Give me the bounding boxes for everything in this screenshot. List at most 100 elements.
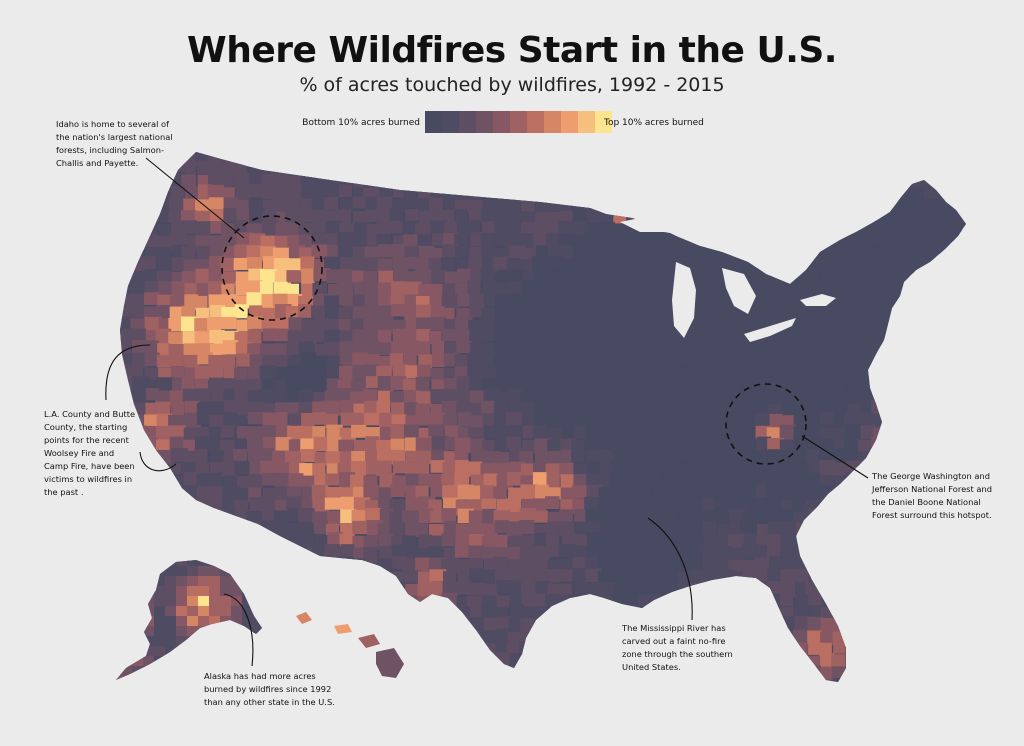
county-cell (351, 412, 366, 426)
alaska-cell (242, 566, 254, 577)
county-cell (689, 329, 707, 345)
county-cell (586, 208, 601, 223)
county-cell (392, 257, 408, 273)
alaska-cell (187, 560, 199, 567)
county-cell (467, 667, 484, 682)
county-cell (587, 414, 604, 427)
county-cell (545, 496, 560, 509)
county-cell (208, 508, 224, 522)
county-cell (910, 533, 927, 549)
county-cell (417, 665, 432, 680)
alaska-cell (116, 646, 122, 657)
county-cell (961, 199, 966, 216)
county-cell (248, 643, 266, 659)
county-cell (300, 352, 316, 365)
county-cell (169, 653, 183, 666)
county-cell (950, 427, 966, 441)
alaska-cell (154, 616, 166, 627)
county-cell (120, 535, 131, 551)
county-cell (418, 534, 433, 550)
county-cell (506, 233, 520, 248)
county-cell (885, 641, 903, 657)
county-cell (586, 316, 604, 332)
county-cell (911, 269, 929, 283)
county-cell (286, 629, 301, 642)
county-cell (858, 174, 875, 188)
county-cell (597, 247, 614, 264)
county-cell (129, 244, 144, 258)
county-cell (664, 569, 682, 586)
legend-high-label: Top 10% acres burned (604, 118, 704, 128)
alaska-cell (253, 560, 262, 567)
county-cell (909, 283, 926, 298)
county-cell (456, 558, 474, 574)
county-cell (430, 667, 448, 681)
county-cell (259, 281, 273, 296)
county-cell (129, 583, 144, 598)
county-cell (598, 331, 614, 344)
county-cell (324, 196, 339, 211)
county-cell (558, 220, 574, 234)
county-cell (741, 544, 758, 560)
county-cell (637, 449, 651, 463)
county-cell (209, 329, 225, 346)
alaska-cell (176, 666, 188, 677)
county-cell (184, 400, 199, 414)
county-cell (535, 340, 549, 356)
county-cell (847, 556, 864, 573)
county-cell (925, 257, 941, 274)
alaska-cell (121, 646, 133, 657)
county-cell (651, 606, 669, 621)
alaska-cell (264, 616, 276, 627)
county-cell (702, 152, 719, 165)
county-cell (520, 557, 536, 574)
county-cell (181, 316, 197, 332)
county-cell (755, 391, 770, 407)
county-cell (352, 340, 366, 354)
county-cell (585, 352, 602, 366)
county-cell (832, 678, 850, 682)
county-cell (534, 270, 551, 285)
county-cell (443, 222, 460, 236)
county-cell (441, 257, 456, 271)
county-cell (208, 235, 225, 249)
california-leader-line-upper (105, 344, 151, 401)
county-cell (560, 499, 575, 513)
county-cell (312, 233, 330, 248)
county-cell (285, 258, 302, 273)
county-cell (935, 678, 950, 682)
county-cell (912, 319, 929, 336)
county-cell (625, 245, 640, 258)
county-cell (858, 390, 873, 407)
county-cell (194, 436, 211, 451)
county-cell (364, 174, 378, 189)
county-cell (794, 379, 808, 392)
county-cell (521, 221, 537, 234)
alaska-cell (121, 586, 133, 597)
county-cell (727, 604, 745, 619)
alaska-cell (209, 616, 221, 627)
county-cell (652, 186, 670, 200)
county-cell (727, 331, 743, 344)
county-cell (482, 413, 497, 428)
county-cell (702, 305, 718, 318)
county-cell (325, 486, 342, 499)
county-cell (405, 677, 421, 682)
county-cell (781, 606, 796, 620)
county-cell (860, 631, 875, 644)
county-cell (418, 152, 434, 161)
county-cell (689, 569, 706, 583)
county-cell (859, 292, 875, 305)
county-cell (559, 245, 577, 260)
county-cell (340, 523, 355, 537)
county-cell (220, 654, 235, 669)
county-cell (845, 654, 861, 669)
county-cell (924, 665, 939, 680)
county-cell (821, 534, 839, 549)
county-cell (363, 271, 378, 284)
county-cell (781, 160, 796, 175)
county-cell (664, 594, 681, 609)
county-cell (781, 402, 797, 418)
legend-swatch (476, 111, 493, 133)
county-cell (469, 293, 486, 307)
